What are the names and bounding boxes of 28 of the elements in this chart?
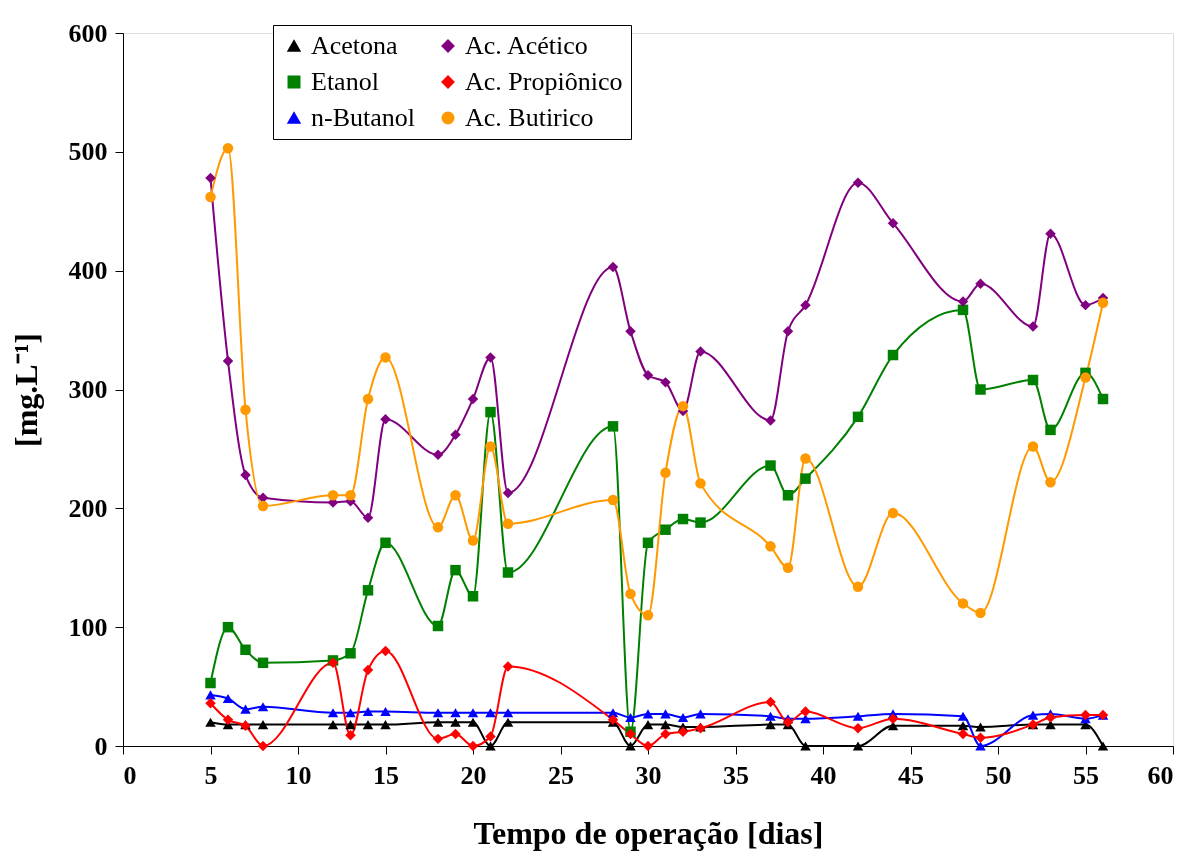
- x-tick-label: 45: [898, 760, 924, 790]
- legend-label: n-Butanol: [311, 103, 415, 132]
- x-axis-title: Tempo de operação [dias]: [473, 814, 824, 851]
- legend-label: Ac. Acético: [465, 31, 588, 60]
- x-tick-label: 25: [548, 760, 574, 790]
- x-tick-label: 50: [985, 760, 1012, 790]
- y-tick-label: 100: [68, 612, 108, 642]
- x-tick-label: 20: [460, 760, 487, 790]
- legend-label: Etanol: [311, 67, 379, 96]
- legend-label: Ac. Propiônico: [465, 67, 623, 96]
- x-tick-label: 0: [123, 760, 137, 790]
- x-tick-label: 10: [285, 760, 312, 790]
- x-tick-label: 60: [1147, 760, 1174, 790]
- y-tick-label: 400: [68, 256, 108, 286]
- x-tick-label: 35: [723, 760, 749, 790]
- legend-label: Acetona: [311, 31, 399, 60]
- x-tick-label: 30: [635, 760, 662, 790]
- legend-label: Ac. Butirico: [465, 103, 594, 132]
- y-tick-label: 300: [68, 375, 108, 404]
- y-axis-title: [mg.L⁻¹]: [7, 333, 44, 447]
- y-tick-label: 600: [68, 18, 108, 48]
- y-tick-label: 200: [68, 493, 108, 523]
- x-tick-label: 55: [1073, 760, 1099, 790]
- y-tick-label: 0: [94, 731, 108, 761]
- y-tick-label: 500: [68, 137, 108, 167]
- x-tick-label: 15: [373, 760, 399, 790]
- x-tick-label: 40: [810, 760, 837, 790]
- x-tick-label: 5: [204, 760, 218, 790]
